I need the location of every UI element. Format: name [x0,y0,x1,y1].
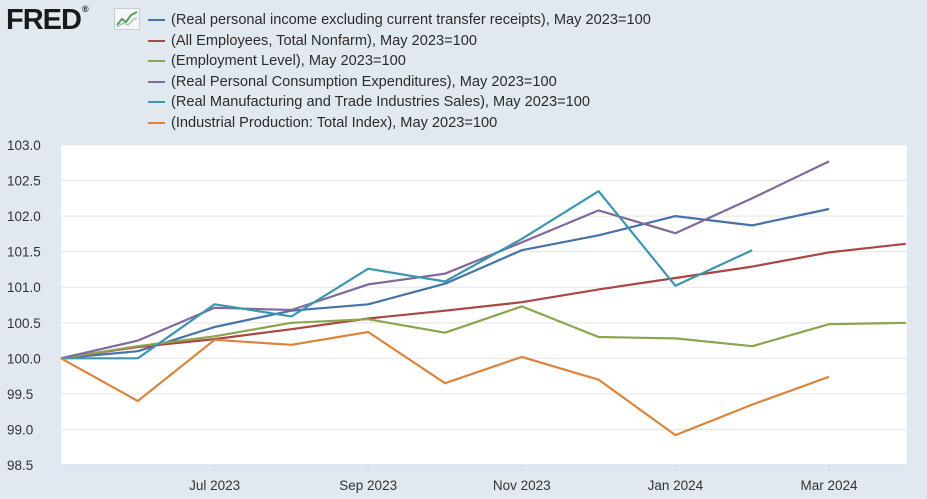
x-axis: Jul 2023 Sep 2023 Nov 2023 Jan 2024 Mar 2024 [61,464,907,493]
y-tick-label: 98.5 [7,458,33,473]
y-tick-label: 102.0 [7,209,41,224]
series-line-2[interactable] [60,242,906,360]
x-tick-label: Mar 2024 [800,478,858,493]
y-tick-label: 101.5 [7,245,41,260]
legend-swatch [148,60,165,63]
legend-label: (Industrial Production: Total Index), Ma… [171,114,498,131]
legend-item[interactable]: (Real Manufacturing and Trade Industries… [148,92,651,113]
y-tick-label: 99.5 [7,387,33,402]
logo-registered-mark: ® [81,4,89,14]
legend-swatch [148,101,165,104]
y-tick-label: 100.0 [7,351,41,366]
logo-text: FRED [6,4,82,36]
chart-line-icon [114,8,140,30]
series-line-3[interactable] [60,305,906,360]
series-lines [60,160,906,437]
series-line-6[interactable] [60,330,830,437]
series-line-4[interactable] [60,160,830,360]
legend-item[interactable]: (Industrial Production: Total Index), Ma… [148,113,651,134]
legend-swatch [148,39,165,42]
x-tick-label: Jan 2024 [648,478,704,493]
legend-item[interactable]: (All Employees, Total Nonfarm), May 2023… [148,31,651,52]
x-tick-label: Jul 2023 [189,478,240,493]
series-line-1[interactable] [60,207,830,360]
series-line-5[interactable] [61,190,753,360]
legend-item[interactable]: (Real personal income excluding current … [148,10,651,31]
legend-label: (Employment Level), May 2023=100 [171,53,406,70]
x-tick-label: Sep 2023 [339,478,397,493]
legend-swatch [148,19,165,22]
plot-background [61,145,907,465]
legend-label: (Real personal income excluding current … [171,12,651,29]
legend-item[interactable]: (Employment Level), May 2023=100 [148,51,651,72]
legend-swatch [148,121,165,124]
y-tick-label: 99.0 [7,422,33,437]
y-axis: 103.0 102.5 102.0 101.5 101.0 100.5 100.0 99.5 9… [7,138,41,473]
x-tick-label: Nov 2023 [493,478,551,493]
y-tick-label: 102.5 [7,174,41,189]
y-tick-label: 100.5 [7,316,41,331]
legend-swatch [148,80,165,83]
legend-label: (Real Manufacturing and Trade Industries… [171,94,590,111]
fred-logo[interactable]: FRED® [6,4,140,36]
legend-item[interactable]: (Real Personal Consumption Expenditures)… [148,72,651,93]
legend-label: (Real Personal Consumption Expenditures)… [171,73,557,90]
y-tick-label: 101.0 [7,280,41,295]
y-tick-label: 103.0 [7,138,41,153]
legend-label: (All Employees, Total Nonfarm), May 2023… [171,32,477,49]
legend: (Real personal income excluding current … [148,10,651,133]
